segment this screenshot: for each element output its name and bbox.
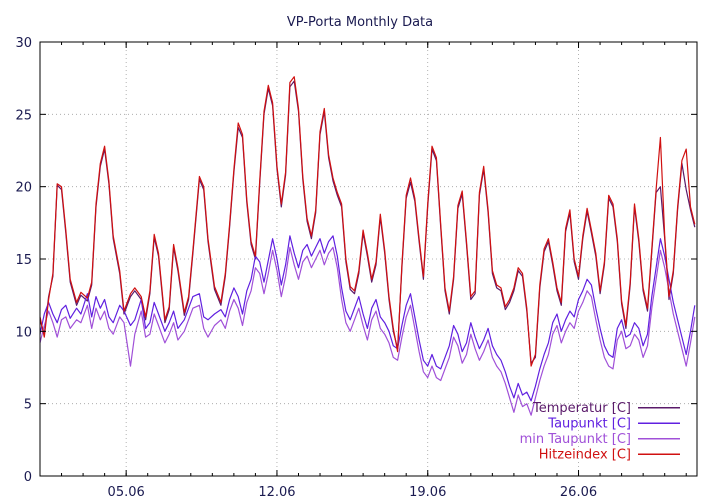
y-tick-label: 15 [15,253,32,268]
y-tick-label: 30 [15,36,32,51]
y-tick-label: 0 [24,470,32,485]
chart-title: VP-Porta Monthly Data [287,15,433,30]
series-line-1 [39,235,696,402]
legend-label: min Taupunkt [C] [520,432,631,447]
y-tick-label: 25 [15,108,32,123]
series-line-2 [39,246,696,416]
legend-label: Temperatur [C] [532,401,631,416]
series-layer [39,76,696,416]
x-tick-label: 12.06 [258,485,295,500]
x-tick-label: 26.06 [560,485,597,500]
legend-label: Hitzeindex [C] [539,447,631,462]
legend: Temperatur [C]Taupunkt [C]min Taupunkt [… [520,401,680,462]
y-tick-label: 20 [15,181,32,196]
y-tick-label: 5 [24,398,32,413]
series-line-3 [39,76,696,367]
x-tick-label: 05.06 [108,485,145,500]
axes: 0 5 10 15 20 25 30 05.06 12.06 19.06 26.06 [15,36,697,500]
y-tick-label: 10 [15,325,32,340]
x-tick-label: 19.06 [409,485,446,500]
legend-label: Taupunkt [C] [547,416,631,431]
